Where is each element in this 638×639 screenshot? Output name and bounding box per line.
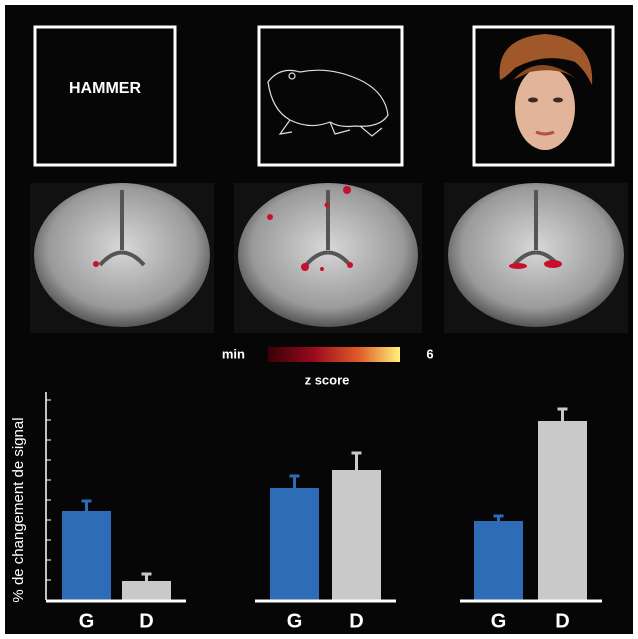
x-tick-label: D bbox=[139, 610, 153, 632]
x-tick-label: D bbox=[555, 610, 569, 632]
colorbar-max: 6 bbox=[426, 346, 433, 361]
bar bbox=[538, 421, 587, 600]
x-tick-label: G bbox=[79, 610, 95, 632]
frog-drawing bbox=[267, 69, 389, 137]
x-tick-label: G bbox=[287, 610, 303, 632]
colorbar-min: min bbox=[222, 346, 245, 361]
stimulus-word: HAMMER bbox=[69, 80, 141, 97]
bar bbox=[332, 470, 381, 600]
bar bbox=[270, 488, 319, 600]
x-tick-label: D bbox=[349, 610, 363, 632]
brain-slice bbox=[234, 183, 422, 333]
x-tick-label: G bbox=[491, 610, 507, 632]
brain-slice bbox=[444, 183, 628, 333]
brain-slice bbox=[30, 183, 214, 333]
y-axis-label: % de changement de signal bbox=[10, 417, 27, 602]
stimulus-frame bbox=[472, 25, 615, 167]
bar bbox=[474, 521, 523, 600]
face-photo bbox=[499, 34, 593, 150]
colorbar bbox=[268, 347, 400, 362]
colorbar-label: z score bbox=[305, 372, 350, 387]
stimulus-frame bbox=[33, 25, 177, 167]
bar bbox=[122, 581, 171, 600]
stimulus-frame bbox=[257, 25, 404, 167]
bar bbox=[62, 511, 111, 600]
